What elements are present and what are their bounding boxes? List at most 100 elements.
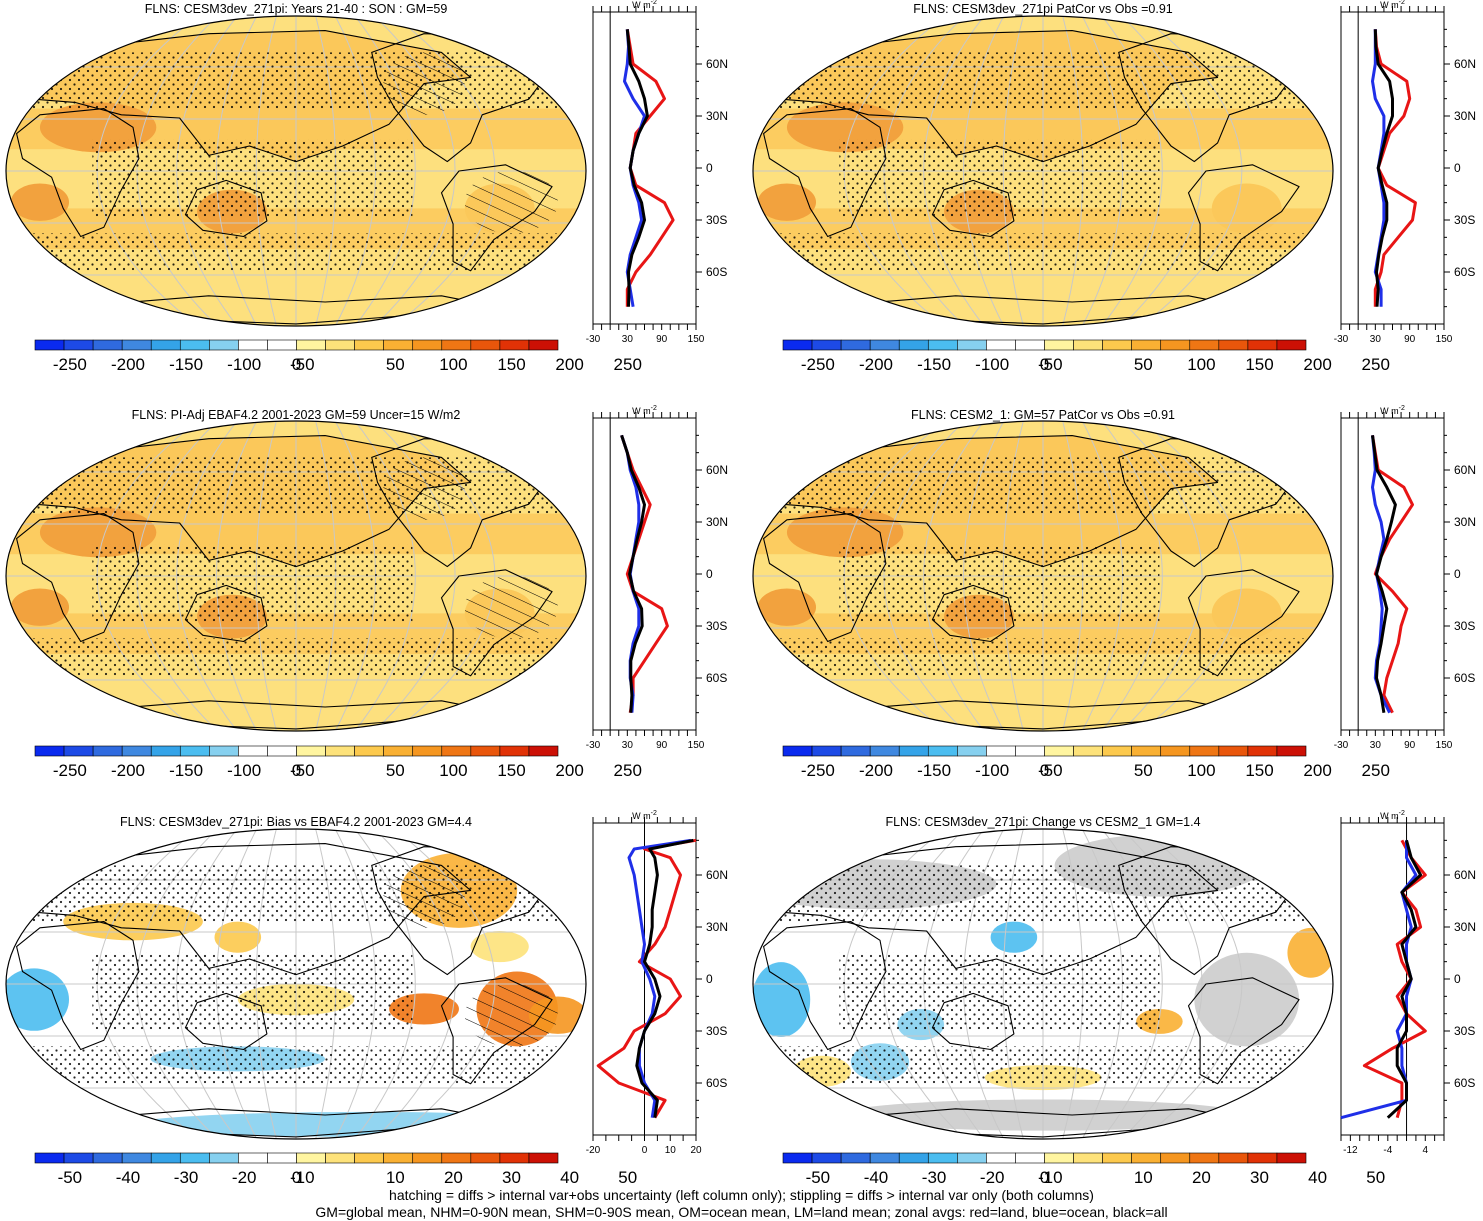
colorbar-swatch bbox=[1102, 745, 1132, 757]
colorbar-swatch bbox=[354, 339, 384, 351]
zonal-frame bbox=[1340, 417, 1445, 731]
zonal-mean-plot: -30 30 90 150 W m-2 60N 30N 0 30S 60S bbox=[586, 0, 728, 345]
colorbar-swatch bbox=[383, 1152, 414, 1164]
zonal-lat-label: 30N bbox=[1454, 515, 1476, 529]
coastline-africa bbox=[16, 108, 140, 238]
colorbar-swatch bbox=[1102, 1152, 1132, 1164]
colorbar-swatch bbox=[34, 745, 65, 757]
colorbar-swatch bbox=[1073, 1152, 1103, 1164]
zonal-series-all bbox=[1373, 29, 1394, 307]
colorbar: -250 -200 -150 -100 -500 50 100 150 200 250 bbox=[34, 745, 642, 780]
colorbar: -50 -40 -30 -20 -100 10 20 30 40 50 bbox=[782, 1152, 1385, 1187]
colorbar-tick-label: 150 bbox=[497, 355, 525, 374]
colorbar-tick-label: 0 bbox=[1040, 761, 1049, 780]
stippling-tropics bbox=[92, 139, 413, 218]
zonal-unit-label: W m-2 bbox=[1380, 405, 1405, 416]
coastline-samerica bbox=[440, 977, 553, 1085]
coastline-australia bbox=[184, 584, 268, 643]
coastline-samerica bbox=[1187, 164, 1300, 272]
stippling-north bbox=[753, 52, 1333, 109]
zonal-x-tick-label: 20 bbox=[690, 1145, 702, 1156]
zonal-frame bbox=[1340, 11, 1445, 325]
colorbar-tick-label: 30 bbox=[1250, 1168, 1269, 1187]
colorbar-swatch bbox=[811, 745, 842, 757]
map-field-samerica bbox=[1211, 588, 1282, 639]
colorbar-swatch bbox=[1276, 1152, 1307, 1164]
colorbar-swatch bbox=[1044, 745, 1074, 757]
colorbar-swatch bbox=[412, 745, 443, 757]
map-frame bbox=[5, 15, 587, 327]
colorbar-swatch bbox=[1073, 339, 1103, 351]
colorbar-swatch bbox=[986, 1152, 1016, 1164]
coastline-africa bbox=[763, 513, 887, 643]
colorbar-tick-label: 20 bbox=[444, 1168, 463, 1187]
colorbar-tick-label: -40 bbox=[116, 1168, 141, 1187]
zonal-unit-label: W m-2 bbox=[1380, 810, 1405, 821]
zonal-x-tick-label: 4 bbox=[1422, 1145, 1428, 1156]
hatching-south-america bbox=[464, 984, 558, 1047]
colorbar-swatch bbox=[1131, 339, 1162, 351]
coastline-australia bbox=[931, 992, 1015, 1051]
colorbar-tick-label: -150 bbox=[169, 355, 203, 374]
colorbar-swatch bbox=[1160, 339, 1191, 351]
zonal-x-tick-label: 30 bbox=[622, 740, 634, 751]
colorbar-swatch bbox=[1247, 745, 1278, 757]
colorbar-swatch bbox=[1160, 1152, 1191, 1164]
coastline-africa bbox=[763, 108, 887, 238]
colorbar-tick-label: 150 bbox=[497, 761, 525, 780]
zonal-lat-label: 60N bbox=[706, 57, 728, 71]
zonal-lat-label: 30N bbox=[1454, 920, 1476, 934]
map-hot-africa-south bbox=[757, 183, 817, 221]
panel-title: FLNS: PI-Adj EBAF4.2 2001-2023 GM=59 Unc… bbox=[131, 408, 461, 422]
colorbar-tick-label: -250 bbox=[801, 355, 835, 374]
colorbar-tick-label: 150 bbox=[1245, 355, 1273, 374]
map-frame bbox=[752, 828, 1334, 1140]
stippling-south bbox=[753, 638, 1333, 676]
colorbar-tick-label: -100 bbox=[227, 761, 261, 780]
colorbar-tick-label: -250 bbox=[53, 355, 87, 374]
colorbar-tick-label: 150 bbox=[1245, 761, 1273, 780]
zonal-series-ocean bbox=[1340, 840, 1418, 1120]
zonal-lat-label: 60S bbox=[706, 671, 727, 685]
colorbar-tick-label: 10 bbox=[386, 1168, 405, 1187]
colorbar-swatch bbox=[238, 1152, 268, 1164]
colorbar-tick-label: 0 bbox=[292, 761, 301, 780]
stippling-north bbox=[6, 457, 586, 514]
colorbar-swatch bbox=[121, 1152, 152, 1164]
colorbar-swatch bbox=[267, 745, 297, 757]
colorbar-swatch bbox=[412, 1152, 443, 1164]
colorbar-swatch bbox=[1189, 1152, 1220, 1164]
colorbar-swatch bbox=[986, 339, 1016, 351]
colorbar-swatch bbox=[1015, 339, 1045, 351]
colorbar-swatch bbox=[121, 745, 152, 757]
colorbar-tick-label: 50 bbox=[618, 1168, 637, 1187]
colorbar-tick-label: 20 bbox=[1192, 1168, 1211, 1187]
colorbar-tick-label: -30 bbox=[922, 1168, 947, 1187]
zonal-frame bbox=[592, 11, 697, 325]
zonal-series-all bbox=[1371, 435, 1397, 713]
colorbar-swatch bbox=[499, 339, 530, 351]
colorbar-tick-label: -10 bbox=[1038, 1168, 1063, 1187]
world-map bbox=[752, 15, 1334, 327]
stippling-south bbox=[6, 233, 586, 271]
zonal-x-tick-label: -30 bbox=[1334, 334, 1349, 345]
colorbar-swatch bbox=[325, 339, 355, 351]
zonal-lat-label: 60N bbox=[1454, 463, 1476, 477]
zonal-mean-plot: -30 30 90 150 W m-2 60N 30N 0 30S 60S bbox=[586, 405, 728, 751]
coastline-africa bbox=[763, 921, 887, 1051]
colorbar-swatch bbox=[957, 339, 987, 351]
zonal-x-tick-label: -30 bbox=[1334, 740, 1349, 751]
panel-title: FLNS: CESM3dev_271pi: Years 21-40 : SON … bbox=[144, 2, 448, 16]
zonal-x-tick-label: -30 bbox=[586, 334, 601, 345]
zonal-lat-label: 0 bbox=[1454, 161, 1461, 175]
zonal-x-tick-label: 90 bbox=[1404, 334, 1416, 345]
colorbar-tick-label: 200 bbox=[1303, 761, 1331, 780]
panel-title: FLNS: CESM3dev_271pi: Change vs CESM2_1 … bbox=[885, 815, 1201, 829]
zonal-lat-label: 0 bbox=[1454, 567, 1461, 581]
stippling-north bbox=[6, 52, 586, 109]
colorbar-swatch bbox=[869, 745, 900, 757]
colorbar: -50 -40 -30 -20 -100 10 20 30 40 50 bbox=[34, 1152, 637, 1187]
zonal-series-all bbox=[625, 29, 649, 307]
zonal-series-land bbox=[1362, 839, 1427, 1119]
colorbar-swatch bbox=[383, 745, 414, 757]
